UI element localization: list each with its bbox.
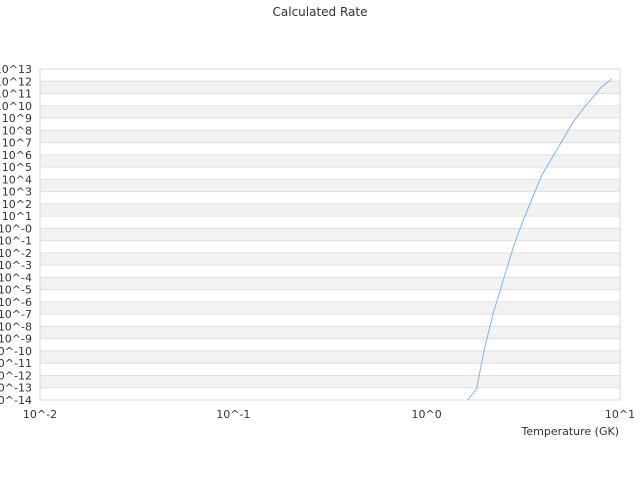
series-line (467, 78, 613, 401)
y-tick-label: 10^2 (2, 198, 32, 211)
y-tick-label: 10^-3 (0, 259, 32, 272)
plot-bands (40, 81, 620, 388)
y-axis-ticks: 10^1310^1210^1110^1010^910^810^710^610^5… (0, 63, 32, 407)
y-tick-label: 10^9 (2, 112, 32, 125)
plot-band (40, 277, 620, 290)
plot-band (40, 154, 620, 168)
y-tick-label: 10^-2 (0, 247, 32, 260)
plot-band (40, 105, 620, 119)
x-tick-label: 10^0 (412, 408, 442, 421)
y-tick-label: 10^-4 (0, 271, 32, 284)
x-tick-label: 10^-1 (216, 408, 250, 421)
y-tick-label: 10^-13 (0, 382, 32, 395)
plot-band (40, 350, 620, 364)
x-tick-label: 10^-2 (23, 408, 57, 421)
y-tick-label: 10^7 (2, 137, 32, 150)
y-tick-label: 10^6 (2, 149, 32, 162)
y-tick-label: 10^-5 (0, 284, 32, 297)
x-tick-label: 10^1 (605, 408, 635, 421)
y-tick-label: 10^-9 (0, 333, 32, 346)
y-tick-label: 10^10 (0, 100, 32, 113)
y-tick-label: 10^5 (2, 161, 32, 174)
y-tick-label: 10^3 (2, 186, 32, 199)
y-tick-label: 10^-6 (0, 296, 32, 309)
y-tick-label: 10^13 (0, 63, 32, 76)
y-tick-label: 10^-7 (0, 308, 32, 321)
y-tick-label: 10^12 (0, 75, 32, 88)
y-tick-label: 10^-10 (0, 345, 32, 358)
plot-band (40, 301, 620, 315)
plot-border (39, 68, 621, 401)
grid-lines (40, 68, 620, 401)
y-tick-label: 10^-0 (0, 222, 32, 235)
y-tick-label: 10^-1 (0, 235, 32, 248)
y-tick-label: 10^-12 (0, 369, 32, 382)
plot-band (40, 179, 620, 192)
y-tick-label: 10^4 (2, 173, 32, 186)
plot-band (40, 375, 620, 388)
y-tick-label: 10^8 (2, 124, 32, 137)
x-axis-ticks: 10^-2 10^-1 10^0 10^1 (23, 408, 635, 421)
plot-band (40, 130, 620, 143)
y-tick-label: 10^1 (2, 210, 32, 223)
x-axis-label: Temperature (GK) (521, 425, 620, 438)
y-tick-label: 10^-14 (0, 394, 32, 407)
plot-band (40, 252, 620, 266)
y-tick-label: 10^-8 (0, 320, 32, 333)
plot-band (40, 228, 620, 241)
plot-band (40, 81, 620, 94)
y-tick-label: 10^-11 (0, 357, 32, 370)
y-tick-label: 10^11 (0, 88, 32, 101)
plot-band (40, 326, 620, 339)
plot-band (40, 203, 620, 217)
chart-title: Calculated Rate (273, 5, 368, 19)
